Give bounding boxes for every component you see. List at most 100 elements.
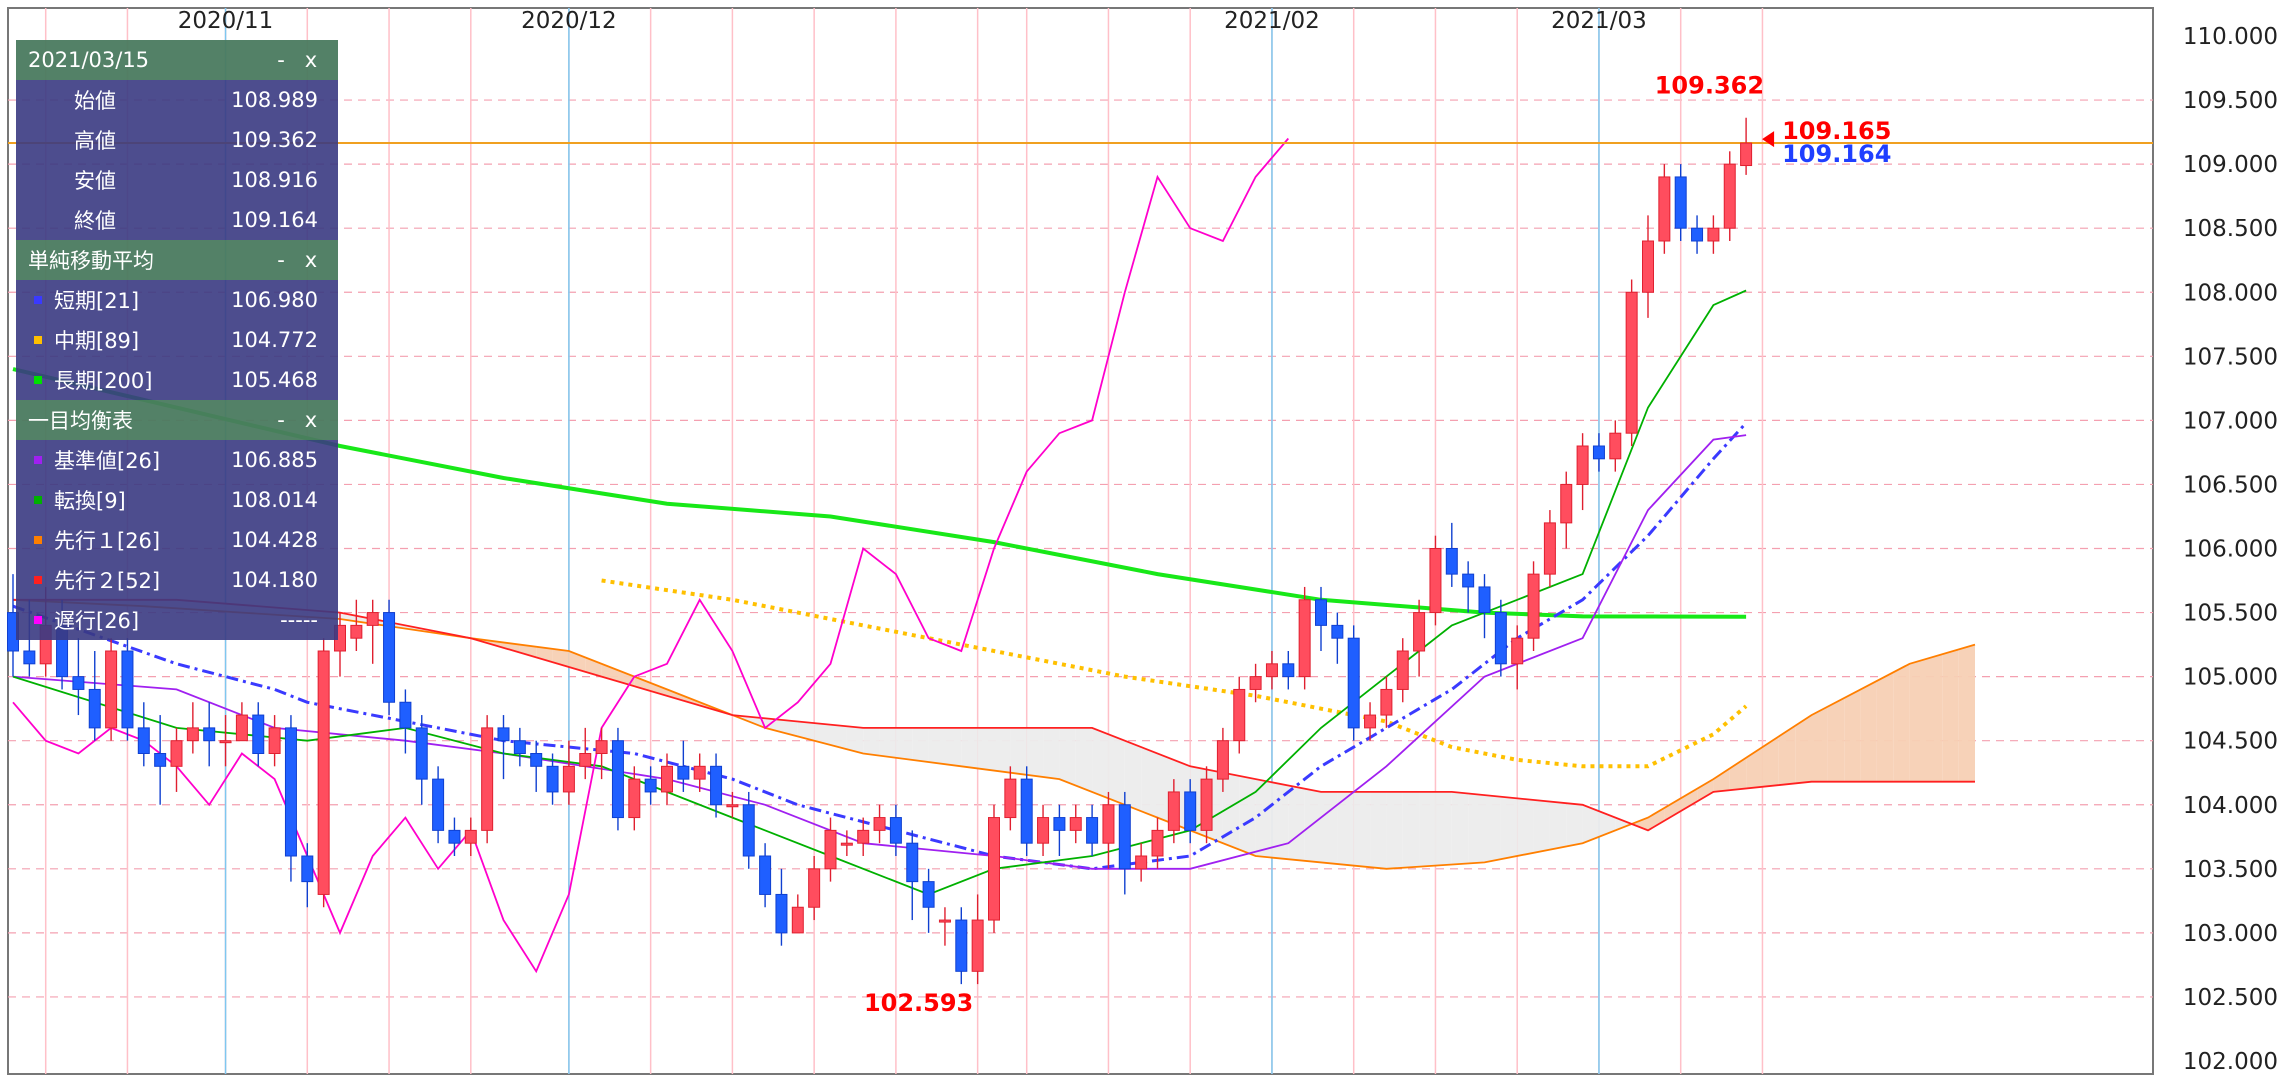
minimize-button[interactable]: - [277, 48, 285, 72]
ohlc-label: 始値 [74, 89, 116, 113]
ohlc-label: 安値 [74, 169, 116, 193]
cloud-segment [1533, 799, 1550, 853]
sma-value: 105.468 [231, 368, 318, 392]
candle-body [1462, 573, 1475, 588]
cloud-segment [945, 727, 962, 767]
ohlc-row-high: 高値 109.362 [16, 120, 338, 160]
legend-square-icon [34, 616, 42, 624]
minimize-button[interactable]: - [277, 248, 285, 272]
panel-date: 2021/03/15 [28, 48, 150, 72]
candle-body [1511, 637, 1524, 665]
candle-body [1592, 445, 1605, 460]
y-tick-label: 102.000 [2183, 1049, 2278, 1075]
legend-square-icon [34, 456, 42, 464]
ichimoku-label: 先行１[26] [54, 529, 161, 553]
cloud-segment [1239, 775, 1256, 856]
candle-body [1037, 817, 1050, 844]
cloud-segment [1876, 672, 1894, 782]
minimize-button[interactable]: - [277, 408, 285, 432]
candle-body [988, 817, 1000, 921]
low-label: 102.593 [864, 989, 973, 1017]
sma-row-mid: 中期[89] 104.772 [16, 320, 338, 360]
candle-body [464, 829, 477, 844]
y-tick-label: 103.000 [2183, 921, 2278, 947]
candle-body [824, 829, 837, 870]
candle-body [857, 829, 870, 844]
cloud-segment [895, 727, 913, 760]
candle-body [808, 868, 821, 908]
candle-body [644, 778, 657, 793]
candle-body [628, 778, 641, 819]
ichimoku-cloud [12, 598, 1976, 870]
cloud-segment [846, 726, 864, 754]
y-tick-label: 108.000 [2183, 280, 2278, 306]
cloud-segment [863, 727, 880, 756]
last-price-blue: 109.164 [1782, 140, 1891, 168]
ichimoku-value: 106.885 [231, 448, 318, 472]
candle-body [955, 919, 968, 972]
ohlc-section: 始値 108.989 高値 109.362 安値 108.916 終値 109.164 [16, 80, 338, 240]
chikou-line [12, 137, 1289, 974]
cloud-segment [1092, 727, 1109, 799]
close-button[interactable]: x [304, 248, 318, 272]
cloud-segment [1059, 727, 1076, 786]
candle-body [1249, 676, 1262, 690]
y-tick-label: 110.000 [2183, 24, 2278, 50]
candle-body [383, 612, 396, 703]
candle-body [1413, 612, 1426, 652]
candle-body [1396, 650, 1409, 690]
y-tick-label: 104.500 [2183, 729, 2278, 755]
candle-body [268, 727, 281, 754]
legend-square-icon [34, 576, 42, 584]
sma-row-short: 短期[21] 106.980 [16, 280, 338, 320]
y-tick-label: 106.000 [2183, 537, 2278, 563]
candle-body [677, 765, 690, 780]
cloud-segment [1386, 791, 1403, 869]
sma-short-line [12, 421, 1748, 871]
candle-body [105, 650, 118, 729]
ohlc-label: 高値 [74, 129, 116, 153]
cloud-segment [1124, 740, 1142, 812]
candle-body [1167, 791, 1180, 831]
candle-body [23, 650, 36, 665]
ichimoku-label: 基準値[26] [54, 449, 161, 473]
ichimoku-value: ----- [280, 608, 318, 632]
ichimoku-label: 転換[9] [54, 489, 126, 513]
info-panel[interactable]: 2021/03/15 - x 始値 108.989 高値 109.362 安値 108… [16, 40, 338, 640]
candle-body [726, 804, 739, 808]
x-tick-label: 2020/11 [178, 8, 274, 34]
candle-body [1118, 804, 1131, 870]
cloud-segment [1337, 791, 1354, 866]
candle-body [1609, 432, 1622, 460]
candle-body [873, 817, 886, 831]
candle-body [301, 855, 314, 883]
cloud-segment [928, 727, 945, 765]
cloud-segment [1926, 654, 1943, 782]
cloud-segment [961, 727, 978, 769]
candle-body [1086, 817, 1099, 844]
cloud-segment [634, 676, 651, 691]
y-tick-label: 109.500 [2183, 88, 2278, 114]
close-button[interactable]: x [304, 408, 318, 432]
cloud-segment [814, 723, 831, 745]
x-tick-label: 2021/02 [1224, 8, 1320, 34]
y-tick-label: 103.500 [2183, 857, 2278, 883]
ohlc-row-close: 終値 109.164 [16, 200, 338, 240]
candle-body [1625, 291, 1638, 434]
candle-body [546, 765, 559, 793]
candle-body [1347, 637, 1360, 729]
cloud-segment [1549, 801, 1567, 850]
ichimoku-label: 先行２[52] [54, 569, 161, 593]
sma-section: 短期[21] 106.980 中期[89] 104.772 長期[200] 105.4… [16, 280, 338, 400]
ichimoku-row-tenkan: 転換[9] 108.014 [16, 480, 338, 520]
close-button[interactable]: x [304, 48, 318, 72]
cloud-segment [1827, 698, 1845, 782]
ichimoku-value: 108.014 [231, 488, 318, 512]
cloud-segment [1942, 649, 1959, 782]
ohlc-label: 終値 [74, 209, 116, 233]
candle-body [219, 740, 232, 744]
ichimoku-title: 一目均衡表 [28, 409, 133, 433]
candle-body [1184, 791, 1197, 831]
y-tick-label: 105.500 [2183, 601, 2278, 627]
